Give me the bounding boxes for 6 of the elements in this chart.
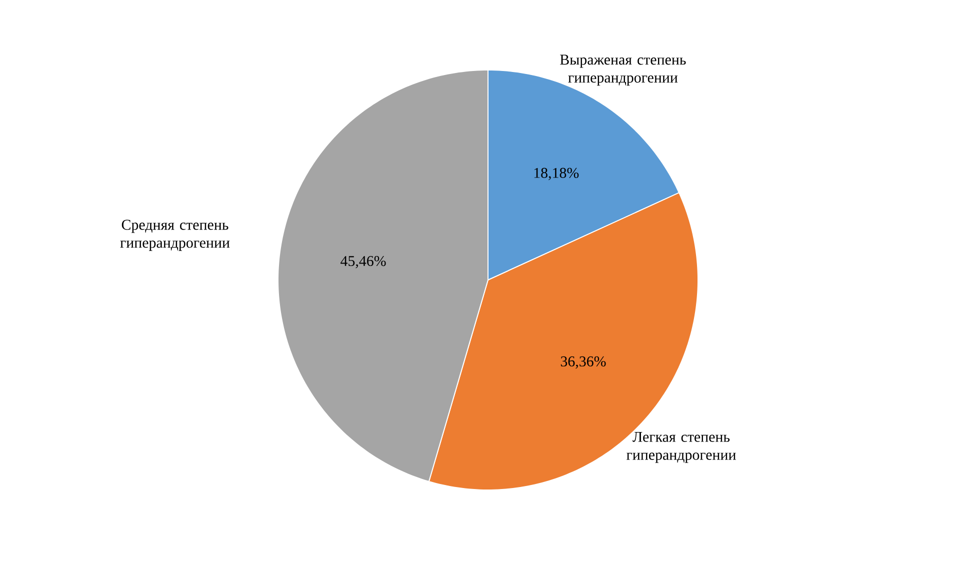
- data-label: 36,36%: [560, 356, 606, 369]
- data-label: 45,46%: [340, 256, 386, 268]
- slice-label: Выраженая степень гиперандрогении: [560, 54, 686, 86]
- slice-label: Легкая степень гиперандрогении: [626, 432, 736, 463]
- slice-label: Средняя степень гиперандрогении: [120, 220, 230, 251]
- data-label: 18,18%: [534, 168, 579, 180]
